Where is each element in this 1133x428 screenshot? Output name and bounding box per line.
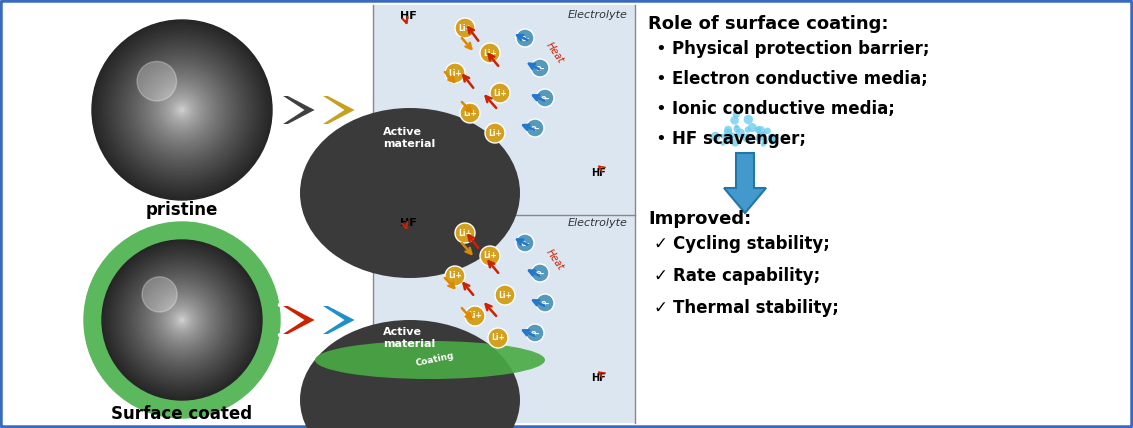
Circle shape [117, 45, 247, 175]
Circle shape [125, 52, 239, 168]
Circle shape [445, 63, 465, 83]
Circle shape [130, 269, 233, 371]
Text: Li+: Li+ [488, 128, 502, 137]
Bar [373, 5, 634, 215]
Text: Li+: Li+ [449, 271, 462, 280]
Circle shape [495, 285, 516, 305]
Circle shape [169, 307, 195, 333]
Circle shape [101, 29, 263, 191]
Text: •: • [655, 130, 666, 148]
Circle shape [536, 294, 554, 312]
Circle shape [756, 126, 765, 135]
Circle shape [531, 59, 550, 77]
Text: ✓: ✓ [653, 235, 667, 253]
Circle shape [180, 318, 184, 321]
Text: Cycling stability;: Cycling stability; [673, 235, 829, 253]
Bar [634, 5, 1127, 423]
FancyArrow shape [724, 153, 766, 213]
Circle shape [139, 67, 225, 153]
Text: Electron conductive media;: Electron conductive media; [672, 70, 928, 88]
Circle shape [485, 123, 505, 143]
Circle shape [161, 89, 204, 131]
Ellipse shape [315, 341, 545, 379]
Circle shape [172, 310, 191, 330]
Circle shape [137, 275, 227, 365]
Text: Heat: Heat [544, 41, 565, 65]
Text: Li+: Li+ [483, 48, 497, 57]
Circle shape [119, 47, 245, 173]
Circle shape [516, 234, 534, 252]
Text: Thermal stability;: Thermal stability; [673, 299, 838, 317]
Circle shape [170, 98, 195, 122]
Circle shape [176, 314, 188, 327]
Circle shape [97, 25, 266, 195]
Text: ✓: ✓ [653, 299, 667, 317]
Circle shape [733, 111, 740, 118]
Circle shape [114, 253, 249, 387]
Text: •: • [655, 70, 666, 88]
Circle shape [465, 306, 485, 326]
Text: Li+: Li+ [468, 312, 482, 321]
Circle shape [526, 324, 544, 342]
Circle shape [144, 72, 220, 148]
Circle shape [125, 262, 239, 377]
Text: Coating: Coating [415, 351, 455, 369]
Circle shape [536, 89, 554, 107]
Circle shape [168, 95, 196, 125]
Text: Ionic conductive media;: Ionic conductive media; [672, 100, 895, 118]
Circle shape [128, 56, 236, 164]
Circle shape [126, 54, 238, 166]
Circle shape [107, 245, 257, 395]
Circle shape [140, 278, 223, 362]
Circle shape [110, 248, 254, 392]
Circle shape [767, 134, 776, 142]
Circle shape [103, 241, 261, 398]
Circle shape [531, 264, 550, 282]
Circle shape [117, 254, 248, 386]
Bar [373, 5, 634, 423]
Text: Li+: Li+ [449, 68, 462, 77]
Circle shape [116, 43, 248, 177]
Text: Rate capability;: Rate capability; [673, 267, 820, 285]
Ellipse shape [300, 320, 520, 428]
Circle shape [724, 126, 732, 134]
Circle shape [152, 80, 213, 141]
Circle shape [489, 83, 510, 103]
Circle shape [122, 261, 241, 379]
Circle shape [95, 24, 269, 196]
Circle shape [710, 132, 721, 141]
Circle shape [164, 303, 199, 338]
Circle shape [177, 104, 187, 116]
Polygon shape [279, 305, 317, 336]
Text: e-: e- [540, 93, 550, 102]
Circle shape [733, 125, 740, 132]
Circle shape [179, 317, 185, 323]
Text: HF: HF [590, 373, 605, 383]
Circle shape [765, 128, 770, 134]
Circle shape [761, 138, 768, 145]
Circle shape [445, 266, 465, 286]
Circle shape [743, 115, 753, 124]
Circle shape [112, 40, 253, 180]
Circle shape [148, 286, 215, 354]
Circle shape [110, 38, 254, 182]
Text: Active
material: Active material [383, 327, 435, 349]
Circle shape [174, 103, 189, 117]
Circle shape [171, 309, 194, 331]
Circle shape [731, 138, 740, 147]
Circle shape [167, 304, 198, 336]
Circle shape [118, 256, 246, 384]
Text: Active
material: Active material [383, 127, 435, 149]
Circle shape [139, 277, 225, 363]
Polygon shape [279, 95, 317, 125]
Text: e-: e- [520, 238, 530, 247]
Circle shape [113, 251, 250, 389]
Text: Li+: Li+ [483, 252, 497, 261]
Circle shape [129, 267, 235, 373]
Circle shape [743, 134, 752, 143]
Circle shape [161, 299, 203, 341]
Circle shape [160, 297, 204, 342]
Circle shape [761, 143, 765, 147]
Circle shape [455, 18, 475, 38]
